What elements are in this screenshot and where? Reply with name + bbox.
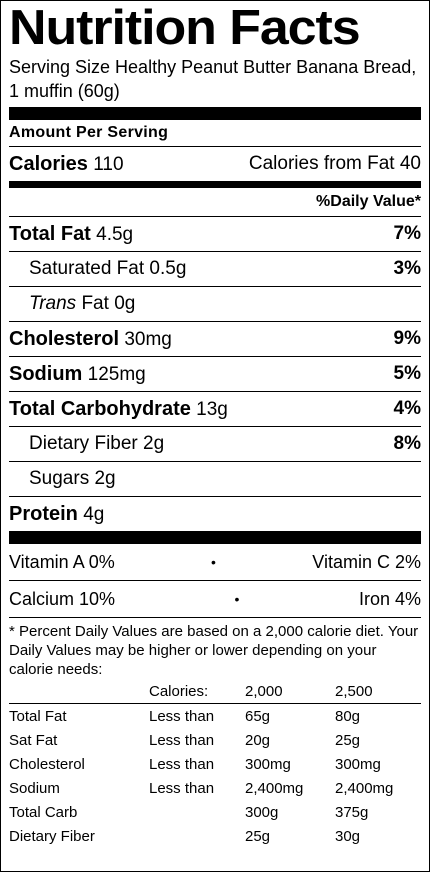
serving-size: Serving Size Healthy Peanut Butter Banan… [9, 57, 417, 101]
table-cell: 375g [335, 803, 369, 821]
table-cell: 2,000 [245, 679, 335, 704]
nutrient-pct: 8% [393, 433, 421, 454]
table-cell: 2,500 [335, 679, 421, 704]
nutrient-label: Fat [81, 293, 109, 314]
table-cell: Total Carb [9, 803, 78, 821]
table-cell: 300g [245, 803, 279, 821]
table-cell: 2,400mg [335, 779, 394, 797]
nutrient-row-protein: Protein 4g [9, 496, 421, 531]
table-cell: Calories: [149, 679, 245, 704]
nutrient-label: Total Carbohydrate [9, 397, 191, 420]
table-cell: Dietary Fiber [9, 827, 95, 845]
table-cell: Less than [149, 731, 215, 749]
label-title: Nutrition Facts [9, 1, 361, 55]
divider-thin [9, 580, 421, 581]
nutrient-row-sodium: Sodium 125mg 5% [9, 356, 421, 391]
divider-thin [9, 617, 421, 618]
table-cell: 65g [245, 707, 271, 725]
nutrient-pct: 3% [393, 258, 421, 279]
bullet: • [234, 591, 240, 607]
nutrient-row-saturated-fat: Saturated Fat 0.5g 3% [9, 251, 421, 286]
table-row: Sat Fat Less than 20g 25g [9, 728, 421, 752]
table-cell: Sodium [9, 779, 60, 797]
vitamin-right: Vitamin C 2% [312, 551, 421, 572]
nutrient-amount: 13g [196, 398, 228, 420]
nutrient-amount: 0.5g [149, 258, 187, 279]
nutrient-row-trans-fat: Trans Fat 0g [9, 286, 421, 321]
table-cell [149, 824, 245, 848]
table-row: Total Fat Less than 65g 80g [9, 704, 421, 729]
table-row: Cholesterol Less than 300mg 300mg [9, 752, 421, 776]
nutrient-row-sugars: Sugars 2g [9, 461, 421, 496]
nutrient-label: Protein [9, 502, 78, 525]
daily-values-table: Calories: 2,000 2,500 Total Fat Less tha… [9, 679, 421, 848]
nutrient-amount: 2g [94, 468, 116, 489]
table-cell: Less than [149, 779, 215, 797]
table-cell [149, 800, 245, 824]
table-row: Total Carb 300g 375g [9, 800, 421, 824]
nutrient-amount: 4.5g [96, 223, 134, 245]
table-row: Sodium Less than 2,400mg 2,400mg [9, 776, 421, 800]
nutrient-pct: 7% [393, 223, 421, 244]
table-cell: 25g [335, 731, 361, 749]
nutrient-label: Total Fat [9, 222, 91, 245]
table-cell: Sat Fat [9, 731, 58, 749]
table-cell: 25g [245, 827, 271, 845]
nutrient-label-italic: Trans [29, 293, 77, 314]
table-row: Dietary Fiber 25g 30g [9, 824, 421, 848]
nutrient-amount: 4g [83, 503, 105, 525]
divider-medium [9, 181, 421, 188]
table-cell: Less than [149, 755, 215, 773]
nutrient-amount: 125mg [87, 363, 146, 385]
nutrient-label: Saturated Fat [29, 258, 145, 279]
vitamin-row: Calcium 10% • Iron 4% [9, 581, 421, 617]
nutrient-row-cholesterol: Cholesterol 30mg 9% [9, 321, 421, 356]
table-cell: Total Fat [9, 707, 67, 725]
table-cell: 80g [335, 707, 361, 725]
calories-value: 110 [93, 153, 124, 175]
table-cell: 2,400mg [245, 779, 304, 797]
vitamin-row: Vitamin A 0% • Vitamin C 2% [9, 544, 421, 580]
table-cell: Less than [149, 707, 215, 725]
table-cell: 20g [245, 731, 271, 749]
divider-thick [9, 531, 421, 544]
vitamin-left: Calcium 10% [9, 588, 116, 609]
nutrient-amount: 2g [143, 433, 165, 454]
table-cell: Cholesterol [9, 755, 85, 773]
table-cell: 300mg [335, 755, 381, 773]
daily-value-header: %Daily Value* [316, 193, 421, 210]
nutrient-row-dietary-fiber: Dietary Fiber 2g 8% [9, 426, 421, 461]
nutrient-label: Cholesterol [9, 327, 120, 350]
nutrient-pct: 9% [393, 328, 421, 349]
vitamin-right: Iron 4% [358, 588, 421, 609]
nutrient-row-total-carbohydrate: Total Carbohydrate 13g 4% [9, 391, 421, 426]
calories-from-fat-value: 40 [399, 153, 421, 174]
amount-per-serving: Amount Per Serving [9, 124, 169, 141]
nutrient-label: Dietary Fiber [29, 433, 138, 454]
table-cell [9, 679, 149, 704]
nutrient-row-total-fat: Total Fat 4.5g 7% [9, 216, 421, 251]
footnote: * Percent Daily Values are based on a 2,… [9, 623, 419, 678]
nutrient-label: Sodium [9, 362, 83, 385]
table-header-row: Calories: 2,000 2,500 [9, 679, 421, 704]
calories-label: Calories [9, 152, 88, 175]
calories-row: Calories 110 Calories from Fat 40 [9, 146, 421, 181]
divider-thick [9, 107, 421, 120]
vitamin-left: Vitamin A 0% [9, 551, 115, 572]
nutrient-amount: 30mg [124, 328, 172, 350]
table-cell: 30g [335, 827, 361, 845]
nutrient-amount: 0g [114, 293, 136, 314]
bullet: • [211, 554, 216, 570]
nutrient-pct: 5% [393, 363, 421, 384]
nutrient-pct: 4% [393, 398, 421, 419]
calories-from-fat-label: Calories from Fat [248, 153, 395, 174]
nutrient-label: Sugars [29, 468, 90, 489]
table-cell: 300mg [245, 755, 291, 773]
